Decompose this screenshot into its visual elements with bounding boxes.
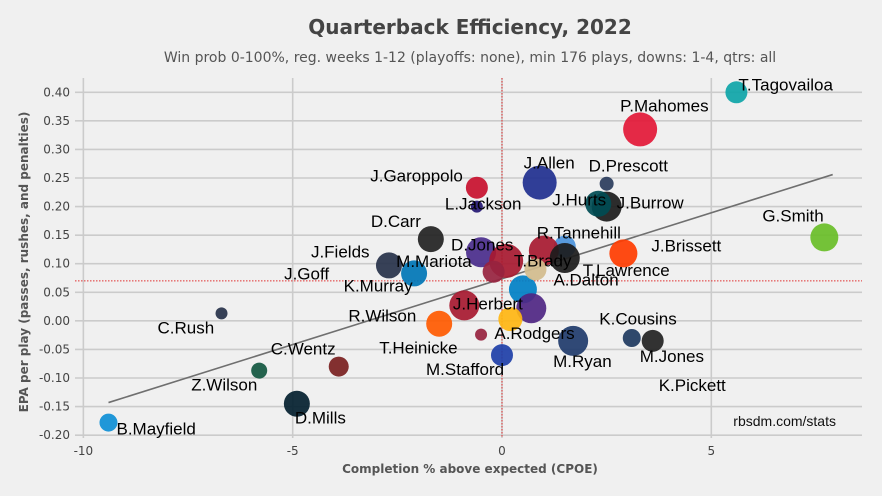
point-marker: [417, 226, 444, 253]
y-tick-label: 0.30: [43, 142, 70, 156]
point-marker: [99, 413, 118, 432]
trendline: [108, 173, 833, 404]
point-marker: [470, 200, 483, 213]
y-tick-label: -0.15: [39, 400, 70, 414]
point-label: K.Cousins: [599, 309, 676, 328]
point-marker: [524, 258, 547, 281]
point-label: A.Rodgers: [494, 324, 574, 343]
point-marker: [490, 344, 513, 367]
point-marker: [475, 328, 488, 341]
point-marker: [328, 356, 349, 377]
y-tick-label: -0.05: [39, 342, 70, 356]
point-marker: [641, 329, 664, 352]
y-tick-label: 0.00: [43, 314, 70, 328]
point-label: B.Mayfield: [116, 420, 195, 439]
point-label: J.Brissett: [651, 236, 721, 255]
y-tick-label: 0.15: [43, 228, 70, 242]
chart-subtitle: Win prob 0-100%, reg. weeks 1-12 (playof…: [164, 50, 776, 66]
point-label: D.Jones: [451, 235, 513, 254]
point-marker: [522, 165, 557, 200]
point-marker: [465, 176, 488, 199]
y-tick-label: -0.10: [39, 371, 70, 385]
point-label: K.Murray: [344, 277, 413, 296]
point-marker: [482, 260, 505, 283]
point-marker: [498, 307, 523, 332]
point-label: R.Wilson: [348, 306, 416, 325]
point-label: J.Allen: [524, 154, 575, 173]
y-axis-label: EPA per play (passes, rushes, and penalt…: [17, 112, 31, 413]
credit-text: rbsdm.com/stats: [733, 413, 836, 429]
point-label: T.Lawrence: [583, 261, 670, 280]
point-marker: [609, 239, 638, 268]
y-tick-label: 0.10: [43, 257, 70, 271]
point-label: P.Mahomes: [620, 96, 709, 115]
point-label: K.Pickett: [659, 376, 726, 395]
point-marker: [466, 237, 497, 268]
point-label: A.Dalton: [553, 270, 618, 289]
tick-labels-layer: -0.20 -0.15 -0.10 -0.05 0.00 0.05 0.10 0.15 0.20…: [39, 85, 715, 458]
point-label: L.Jackson: [445, 195, 522, 214]
point-label: D.Carr: [371, 212, 421, 231]
point-label: T.Tagovailoa: [738, 75, 833, 94]
points-layer: [99, 81, 839, 432]
point-marker: [401, 260, 428, 287]
point-marker: [622, 329, 641, 347]
point-marker: [516, 293, 547, 324]
y-tick-label: 0.05: [43, 285, 70, 299]
point-label: C.Wentz: [271, 340, 336, 359]
x-tick-label: 5: [707, 444, 715, 458]
point-label: T.Heinicke: [379, 339, 457, 358]
point-marker: [375, 252, 402, 279]
point-label: T.Brady: [514, 252, 572, 271]
y-tick-label: 0.40: [43, 85, 70, 99]
x-axis-label: Completion % above expected (CPOE): [342, 462, 598, 476]
point-marker: [623, 112, 658, 147]
y-tick-label: 0.35: [43, 114, 70, 128]
point-label: D.Mills: [295, 409, 346, 428]
point-label: C.Rush: [158, 318, 215, 337]
point-label: J.Hurts: [552, 191, 606, 210]
y-tick-label: 0.25: [43, 171, 70, 185]
x-tick-label: -10: [74, 444, 94, 458]
y-tick-label: -0.20: [39, 428, 70, 442]
point-marker: [810, 223, 839, 252]
trendline-layer: [108, 173, 833, 404]
point-labels-layer: T.Tagovailoa P.Mahomes D.Prescott J.Allen J.…: [116, 75, 833, 438]
point-marker: [251, 362, 268, 379]
point-label: Z.Wilson: [191, 376, 257, 395]
point-marker: [215, 307, 228, 320]
point-label: M.Mariota: [396, 252, 472, 271]
point-marker: [558, 325, 589, 356]
point-marker: [426, 310, 453, 337]
point-marker: [283, 390, 310, 417]
point-label: J.Burrow: [617, 194, 685, 213]
point-label: M.Stafford: [426, 360, 504, 379]
point-marker: [549, 243, 580, 273]
point-label: M.Jones: [640, 347, 704, 366]
point-marker: [449, 290, 480, 321]
point-label: G.Smith: [762, 206, 823, 225]
point-label: M.Ryan: [553, 352, 612, 371]
point-label: D.Prescott: [589, 157, 669, 176]
chart-title: Quarterback Efficiency, 2022: [308, 15, 632, 39]
point-label: J.Herbert: [453, 294, 523, 313]
point-marker: [585, 190, 612, 217]
point-label: J.Garoppolo: [370, 167, 463, 186]
point-marker: [599, 176, 614, 191]
y-tick-label: 0.20: [43, 200, 70, 214]
x-tick-label: 0: [498, 444, 506, 458]
point-label: J.Goff: [284, 264, 329, 283]
point-label: R.Tannehill: [537, 224, 621, 243]
point-label: J.Fields: [311, 242, 370, 261]
point-marker: [725, 81, 748, 104]
x-tick-label: -5: [287, 444, 299, 458]
